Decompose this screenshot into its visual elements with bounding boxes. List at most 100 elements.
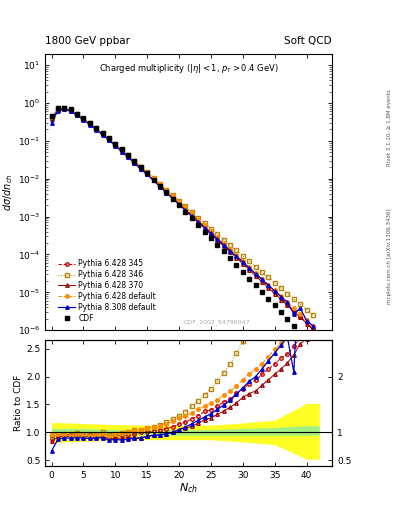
Pythia 6.428 370 (241, 261, 245, 267)
Pythia 6.428 346 (247, 258, 252, 264)
Pythia 8.308 default (279, 293, 283, 300)
Y-axis label: Ratio to CDF: Ratio to CDF (14, 375, 23, 431)
Pythia 6.428 370 (100, 132, 105, 138)
Pythia 6.428 default (260, 275, 264, 282)
Pythia 8.308 default (285, 300, 290, 306)
Pythia 6.428 370 (107, 137, 111, 143)
Pythia 6.428 346 (253, 264, 258, 270)
CDF (49, 113, 54, 119)
CDF (55, 105, 60, 112)
Pythia 6.428 346 (94, 125, 99, 132)
Pythia 6.428 370 (285, 303, 290, 309)
Pythia 8.308 default (75, 112, 79, 118)
Pythia 6.428 346 (285, 290, 290, 296)
Pythia 8.308 default (81, 117, 86, 123)
Pythia 6.428 346 (151, 175, 156, 181)
Pythia 6.428 default (94, 125, 99, 132)
Pythia 6.428 346 (68, 107, 73, 113)
Pythia 6.428 default (215, 234, 220, 240)
Pythia 6.428 default (68, 108, 73, 114)
CDF (196, 222, 200, 228)
Pythia 6.428 345 (113, 141, 118, 147)
Pythia 6.428 345 (272, 289, 277, 295)
Pythia 6.428 345 (145, 170, 150, 176)
CDF (164, 189, 169, 195)
Pythia 6.428 345 (170, 194, 175, 200)
Pythia 8.308 default (94, 126, 99, 133)
Pythia 6.428 345 (304, 319, 309, 326)
CDF (310, 345, 315, 351)
CDF (132, 158, 137, 164)
Pythia 8.308 default (189, 213, 194, 219)
Pythia 6.428 370 (247, 267, 252, 273)
Pythia 6.428 370 (145, 172, 150, 178)
CDF (260, 289, 264, 295)
Pythia 6.428 346 (279, 285, 283, 291)
Pythia 6.428 346 (170, 192, 175, 198)
Pythia 6.428 345 (279, 295, 283, 301)
Pythia 6.428 default (55, 106, 60, 112)
CDF (292, 323, 296, 329)
CDF (126, 152, 130, 158)
Pythia 6.428 default (151, 175, 156, 181)
Pythia 6.428 370 (88, 121, 92, 127)
Pythia 8.308 default (132, 160, 137, 166)
Line: Pythia 6.428 345: Pythia 6.428 345 (50, 106, 315, 330)
Pythia 8.308 default (228, 248, 232, 254)
Text: Soft QCD: Soft QCD (285, 36, 332, 46)
Pythia 8.308 default (260, 276, 264, 283)
CDF (266, 295, 271, 302)
Pythia 6.428 default (279, 293, 283, 300)
CDF (138, 164, 143, 170)
CDF (228, 255, 232, 261)
Pythia 6.428 370 (94, 126, 99, 133)
Pythia 6.428 370 (164, 189, 169, 196)
Pythia 8.308 default (107, 137, 111, 143)
Pythia 6.428 346 (241, 253, 245, 259)
Pythia 6.428 346 (292, 296, 296, 302)
Pythia 6.428 345 (196, 218, 200, 224)
CDF (145, 170, 150, 176)
Pythia 6.428 346 (272, 280, 277, 286)
Pythia 6.428 370 (292, 309, 296, 315)
Pythia 6.428 default (49, 114, 54, 120)
Pythia 6.428 370 (310, 327, 315, 333)
CDF (170, 196, 175, 202)
Pythia 8.308 default (221, 242, 226, 248)
Line: CDF: CDF (50, 105, 315, 350)
Pythia 6.428 default (253, 270, 258, 276)
X-axis label: $N_{ch}$: $N_{ch}$ (179, 481, 198, 495)
Pythia 6.428 345 (253, 271, 258, 278)
Pythia 6.428 default (126, 152, 130, 158)
CDF (100, 130, 105, 136)
Pythia 6.428 345 (126, 153, 130, 159)
Pythia 6.428 370 (68, 108, 73, 114)
Pythia 6.428 default (196, 216, 200, 222)
Pythia 6.428 345 (241, 259, 245, 265)
Pythia 8.308 default (145, 172, 150, 178)
Pythia 6.428 346 (107, 136, 111, 142)
Pythia 6.428 346 (310, 312, 315, 318)
Text: Rivet 3.1.10, ≥ 1.8M events: Rivet 3.1.10, ≥ 1.8M events (387, 90, 391, 166)
Pythia 6.428 345 (183, 206, 188, 212)
Pythia 8.308 default (266, 282, 271, 288)
Pythia 6.428 default (100, 131, 105, 137)
Pythia 6.428 default (209, 228, 213, 234)
Pythia 6.428 370 (62, 106, 67, 112)
Pythia 8.308 default (138, 166, 143, 172)
Pythia 6.428 345 (298, 313, 303, 319)
Pythia 6.428 345 (138, 164, 143, 170)
Pythia 6.428 370 (234, 255, 239, 261)
Pythia 6.428 346 (177, 198, 182, 204)
Pythia 6.428 346 (228, 242, 232, 248)
Pythia 6.428 345 (94, 125, 99, 132)
Text: 1800 GeV ppbar: 1800 GeV ppbar (45, 36, 130, 46)
Pythia 6.428 default (304, 316, 309, 323)
CDF (304, 337, 309, 343)
CDF (272, 303, 277, 309)
Pythia 6.428 default (247, 264, 252, 270)
Pythia 6.428 default (202, 222, 207, 228)
Pythia 6.428 370 (260, 279, 264, 285)
Pythia 6.428 370 (183, 207, 188, 214)
Pythia 6.428 346 (209, 226, 213, 232)
